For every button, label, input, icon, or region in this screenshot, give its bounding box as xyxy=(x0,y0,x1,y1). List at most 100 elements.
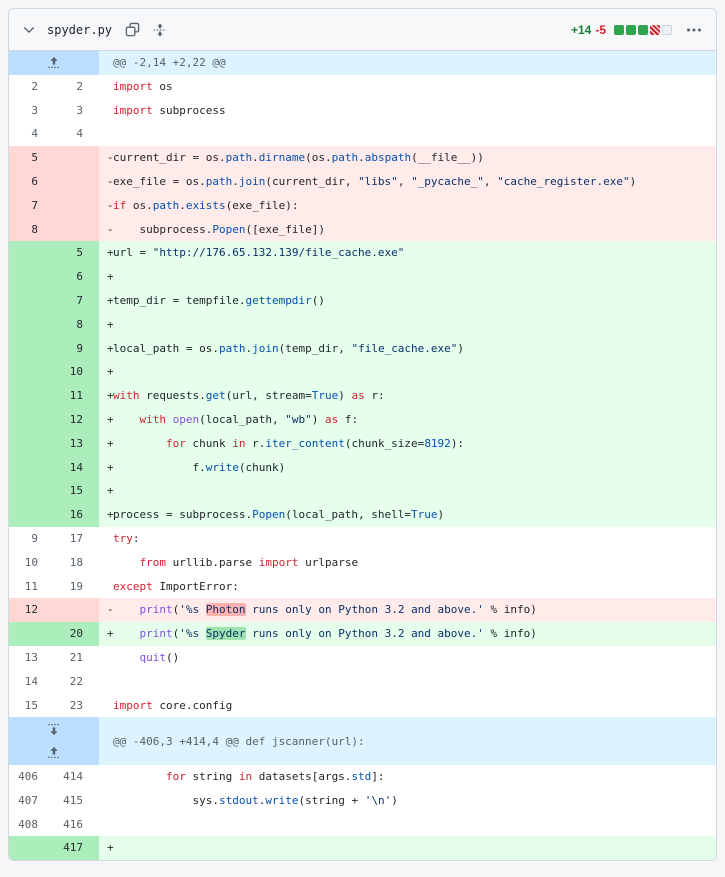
file-options-button[interactable] xyxy=(682,18,706,42)
diff-marker: - xyxy=(107,603,114,617)
kebab-icon xyxy=(686,22,702,38)
diffstat-square-added xyxy=(626,24,636,35)
new-line-number[interactable]: 9 xyxy=(54,336,99,361)
new-line-number[interactable]: 19 xyxy=(69,579,83,593)
old-line-number[interactable] xyxy=(9,836,54,861)
code-token: (temp_dir, xyxy=(278,341,352,355)
old-line-number[interactable]: 2 xyxy=(31,79,38,93)
new-line-number[interactable]: 16 xyxy=(54,503,99,527)
new-line-number[interactable]: 11 xyxy=(54,384,99,408)
diffstat-square-neutral xyxy=(662,24,672,35)
old-line-number[interactable]: 407 xyxy=(18,793,38,807)
old-line-number[interactable] xyxy=(9,265,54,289)
code-token: ) xyxy=(391,793,398,807)
code-token: . xyxy=(245,341,253,355)
new-line-number[interactable]: 414 xyxy=(63,769,83,783)
new-line-number[interactable]: 415 xyxy=(63,793,83,807)
old-line-number[interactable]: 13 xyxy=(24,650,38,664)
old-line-number[interactable]: 5 xyxy=(9,146,54,170)
old-line-number[interactable]: 3 xyxy=(31,103,38,117)
code-token: "_pycache_" xyxy=(411,174,484,188)
expand-up-button[interactable] xyxy=(9,51,99,75)
new-line-number[interactable]: 7 xyxy=(54,288,99,313)
old-line-number[interactable] xyxy=(9,360,54,385)
old-line-number[interactable]: 14 xyxy=(24,674,38,688)
code-token: with xyxy=(139,412,167,426)
old-line-number[interactable]: 406 xyxy=(18,769,38,783)
old-line-number[interactable] xyxy=(9,407,54,432)
old-line-number[interactable] xyxy=(9,288,54,313)
new-line-number[interactable] xyxy=(54,598,99,623)
new-line-number[interactable]: 21 xyxy=(69,650,83,664)
new-line-number[interactable]: 6 xyxy=(54,265,99,289)
new-line-number[interactable]: 14 xyxy=(54,455,99,480)
old-line-number[interactable]: 10 xyxy=(24,555,38,569)
code-line: from urllib.parse import urlparse xyxy=(99,551,716,575)
code-token: path xyxy=(218,341,246,355)
new-line-number[interactable] xyxy=(54,217,99,242)
new-line-number[interactable]: 13 xyxy=(54,431,99,456)
new-line-number[interactable]: 416 xyxy=(63,817,83,831)
old-line-number[interactable]: 8 xyxy=(9,217,54,242)
old-line-number[interactable] xyxy=(9,431,54,456)
new-line-number[interactable]: 22 xyxy=(69,674,83,688)
new-line-number[interactable]: 8 xyxy=(54,312,99,337)
new-line-number[interactable]: 17 xyxy=(69,531,83,545)
new-line-number[interactable]: 23 xyxy=(69,698,83,712)
diff-marker: - xyxy=(107,174,114,188)
old-line-number[interactable] xyxy=(9,312,54,337)
old-line-number[interactable]: 7 xyxy=(9,193,54,218)
old-line-number[interactable]: 11 xyxy=(24,579,38,593)
new-line-number[interactable]: 12 xyxy=(54,407,99,432)
old-line-number[interactable] xyxy=(9,622,54,646)
old-line-number[interactable] xyxy=(9,455,54,480)
diff-marker: + xyxy=(107,389,114,403)
new-line-number[interactable]: 20 xyxy=(54,622,99,646)
code-token: runs only on Python 3.2 and above.' xyxy=(245,603,484,617)
code-line: - exe_file = os.path.join(current_dir, "l… xyxy=(99,169,716,194)
new-line-number[interactable]: 3 xyxy=(76,103,83,117)
copy-path-button[interactable] xyxy=(120,18,144,42)
new-line-number[interactable]: 4 xyxy=(76,127,83,141)
old-line-number[interactable] xyxy=(9,384,54,408)
old-line-number[interactable]: 6 xyxy=(9,169,54,194)
new-line-number[interactable]: 2 xyxy=(76,79,83,93)
code-token: ( xyxy=(172,627,180,641)
code-token: print xyxy=(139,627,173,641)
collapse-file-button[interactable] xyxy=(17,18,41,42)
code-token: ) xyxy=(629,174,637,188)
new-line-number[interactable]: 10 xyxy=(54,360,99,385)
new-line-number[interactable]: 417 xyxy=(54,836,99,861)
code-token: std xyxy=(351,769,372,783)
code-line: + process = subprocess.Popen(local_path, … xyxy=(99,503,716,527)
code-token: path xyxy=(225,151,253,165)
old-line-number[interactable] xyxy=(9,241,54,266)
code-token: write xyxy=(205,460,239,474)
code-token xyxy=(113,437,166,450)
chevron-down-icon xyxy=(22,23,36,37)
old-line-number[interactable] xyxy=(9,503,54,527)
old-line-number[interactable]: 15 xyxy=(24,698,38,712)
old-line-number[interactable]: 408 xyxy=(18,817,38,831)
old-line-number[interactable]: 9 xyxy=(31,531,38,545)
new-line-number[interactable]: 15 xyxy=(54,479,99,504)
code-token: exists xyxy=(185,198,226,212)
new-line-number[interactable]: 5 xyxy=(54,241,99,266)
expand-all-button[interactable] xyxy=(148,18,172,42)
expand-up-button[interactable] xyxy=(9,741,99,765)
new-line-number[interactable] xyxy=(54,146,99,170)
code-token: string xyxy=(185,769,239,783)
old-line-number[interactable]: 12 xyxy=(9,598,54,623)
code-token: gettempdir xyxy=(245,293,312,307)
new-line-number[interactable]: 18 xyxy=(69,555,83,569)
code-token: (local_path, xyxy=(199,412,286,426)
old-line-number[interactable] xyxy=(9,336,54,361)
new-line-number[interactable] xyxy=(54,193,99,218)
code-token: ) xyxy=(437,508,445,522)
old-line-number[interactable] xyxy=(9,479,54,504)
code-token: datasets[args. xyxy=(252,769,352,783)
file-name[interactable]: spyder.py xyxy=(47,22,113,37)
new-line-number[interactable] xyxy=(54,169,99,194)
expand-down-button[interactable] xyxy=(9,717,99,741)
old-line-number[interactable]: 4 xyxy=(31,127,38,141)
